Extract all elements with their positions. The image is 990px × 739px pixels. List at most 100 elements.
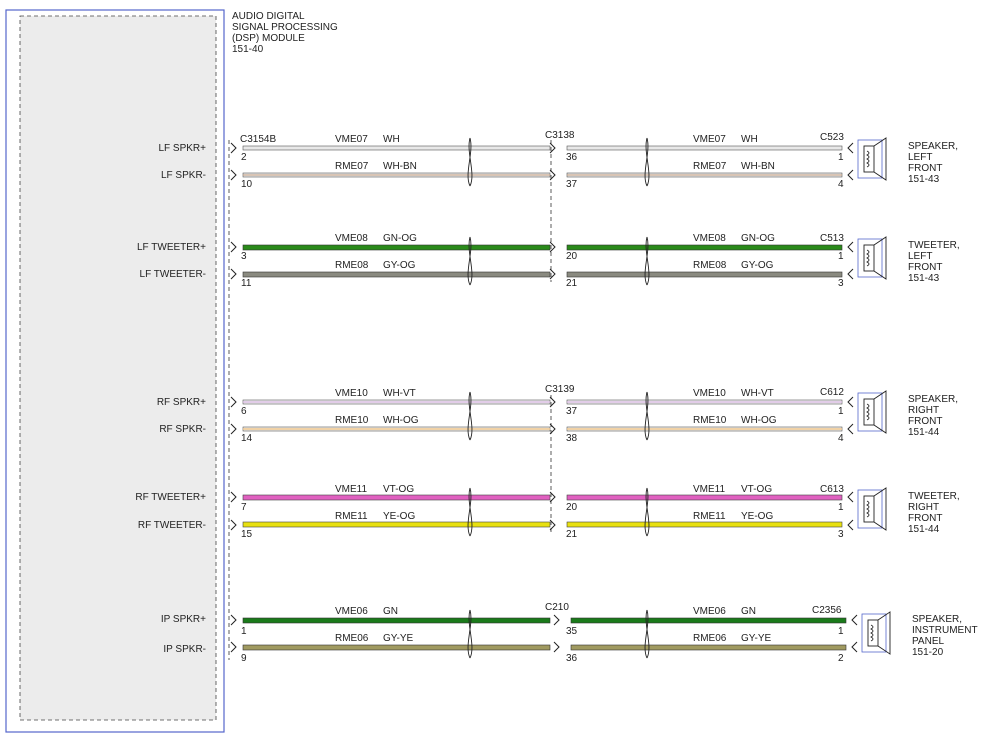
- speaker-icon: [857, 137, 887, 181]
- wire-color-label: WH-VT: [383, 388, 416, 399]
- connector-arrow-icon: [230, 241, 854, 280]
- module-title-line-4: 151-40: [232, 44, 264, 55]
- device-label-line-4: 151-20: [912, 647, 944, 658]
- twisted-pair-icon: [467, 609, 650, 659]
- device-label-line-2: LEFT: [908, 152, 932, 163]
- mid-connector-label: C210: [545, 602, 569, 613]
- circuit-label: VME08: [693, 233, 726, 244]
- wire-vme08-segment-1: [242, 244, 551, 251]
- speaker-icon: [857, 390, 887, 434]
- wire-color-label: GY-YE: [741, 633, 772, 644]
- pin-number: 2: [838, 653, 844, 664]
- wire-color-label: GN-OG: [741, 233, 775, 244]
- pin-number: 36: [566, 152, 578, 163]
- twisted-pair-icon: [467, 137, 650, 187]
- wire-rme06-segment-2: [570, 644, 847, 651]
- signal-label: LF SPKR+: [158, 143, 206, 154]
- circuit-group-rf-tweeter: C613 TWEETER, RIGHT FRONT 151-44 RF TWEE…: [135, 484, 959, 540]
- twisted-pair-icon: [467, 391, 650, 441]
- circuit-label: RME10: [335, 415, 369, 426]
- device-label-line-2: INSTRUMENT: [912, 625, 978, 636]
- wire-color-label: GN-OG: [383, 233, 417, 244]
- pin-number: 9: [241, 653, 247, 664]
- pin-number: 3: [838, 278, 844, 289]
- wire-color-label: WH-BN: [383, 161, 417, 172]
- pin-number: 2: [241, 152, 247, 163]
- device-label-line-3: FRONT: [908, 416, 942, 427]
- module-title-line-1: AUDIO DIGITAL: [232, 11, 305, 22]
- signal-label: RF SPKR-: [159, 424, 206, 435]
- connector-arrow-icon: [230, 142, 854, 181]
- wire-color-label: WH-OG: [383, 415, 419, 426]
- wire-vme10-segment-1: [242, 399, 551, 405]
- device-label-line-4: 151-44: [908, 427, 940, 438]
- device-label-line-4: 151-44: [908, 524, 940, 535]
- wire-color-label: VT-OG: [383, 484, 414, 495]
- speaker-icon: [861, 611, 891, 655]
- pin-number: 20: [566, 502, 578, 513]
- pin-number: 4: [838, 179, 844, 190]
- wire-color-label: WH: [383, 134, 400, 145]
- wire-color-label: GY-OG: [383, 260, 416, 271]
- circuit-label: RME08: [335, 260, 369, 271]
- circuit-label: RME07: [335, 161, 369, 172]
- circuit-group-lf-spkr: C3138 C523 SPEAKER, LEFT FRONT 151-43 LF…: [158, 130, 958, 190]
- pin-number: 1: [838, 406, 844, 417]
- pin-number: 21: [566, 529, 578, 540]
- wire-vme10-segment-2: [566, 399, 843, 405]
- wire-vme07-segment-1: [242, 145, 551, 151]
- signal-label: IP SPKR-: [163, 644, 206, 655]
- circuit-group-ip-spkr: C210 C2356 SPEAKER, INSTRUMENT PANEL 151…: [161, 602, 978, 664]
- pin-number: 21: [566, 278, 578, 289]
- wire-rme08-segment-2: [566, 271, 843, 278]
- twisted-pair-icon: [467, 487, 650, 537]
- circuit-label: VME06: [335, 606, 368, 617]
- circuit-label: VME11: [693, 484, 725, 495]
- device-label-line-2: RIGHT: [908, 502, 939, 513]
- signal-label: LF SPKR-: [161, 170, 206, 181]
- wire-color-label: GN: [741, 606, 756, 617]
- tweeter-icon: [857, 487, 887, 531]
- end-connector-label: C612: [820, 387, 844, 398]
- circuit-label: RME10: [693, 415, 727, 426]
- wire-vme11-segment-2: [566, 494, 843, 501]
- wire-vme07-segment-2: [566, 145, 843, 151]
- wire-vme06-segment-2: [570, 617, 847, 624]
- wire-color-label: WH-BN: [741, 161, 775, 172]
- wire-color-label: GY-OG: [741, 260, 774, 271]
- tweeter-icon: [857, 236, 887, 280]
- pin-number: 1: [838, 502, 844, 513]
- device-label-line-3: FRONT: [908, 513, 942, 524]
- pin-number: 37: [566, 179, 578, 190]
- circuit-label: RME07: [693, 161, 727, 172]
- device-label-line-4: 151-43: [908, 174, 940, 185]
- pin-number: 11: [241, 278, 252, 289]
- wire-color-label: WH: [741, 134, 758, 145]
- wire-vme11-segment-1: [242, 494, 551, 501]
- circuit-label: VME07: [335, 134, 368, 145]
- wire-rme10-segment-2: [566, 426, 843, 432]
- circuit-label: RME11: [693, 511, 726, 522]
- circuit-group-lf-tweeter: C513 TWEETER, LEFT FRONT 151-43 LF TWEET…: [137, 233, 960, 289]
- device-label-line-3: PANEL: [912, 636, 944, 647]
- signal-label: LF TWEETER-: [140, 269, 206, 280]
- wire-color-label: YE-OG: [383, 511, 415, 522]
- wire-color-label: GY-YE: [383, 633, 414, 644]
- device-label-line-2: RIGHT: [908, 405, 939, 416]
- wire-color-label: GN: [383, 606, 398, 617]
- wire-color-label: VT-OG: [741, 484, 772, 495]
- wire-rme07-segment-2: [566, 172, 843, 178]
- circuit-group-rf-spkr: C3139 C612 SPEAKER, RIGHT FRONT 151-44 R…: [157, 384, 958, 444]
- circuit-label: RME08: [693, 260, 727, 271]
- connector-arrow-icon: [230, 396, 854, 435]
- pin-number: 7: [241, 502, 247, 513]
- dsp-module-internal: [19, 15, 217, 721]
- mid-connector-label: C3138: [545, 130, 575, 141]
- connector-arrow-icon: [230, 491, 854, 531]
- connector-arrow-icon: [230, 614, 858, 653]
- device-label-line-2: LEFT: [908, 251, 932, 262]
- device-label-line-3: FRONT: [908, 163, 942, 174]
- circuit-label: RME06: [693, 633, 727, 644]
- wire-vme06-segment-1: [242, 617, 551, 624]
- device-label-line-1: TWEETER,: [908, 240, 960, 251]
